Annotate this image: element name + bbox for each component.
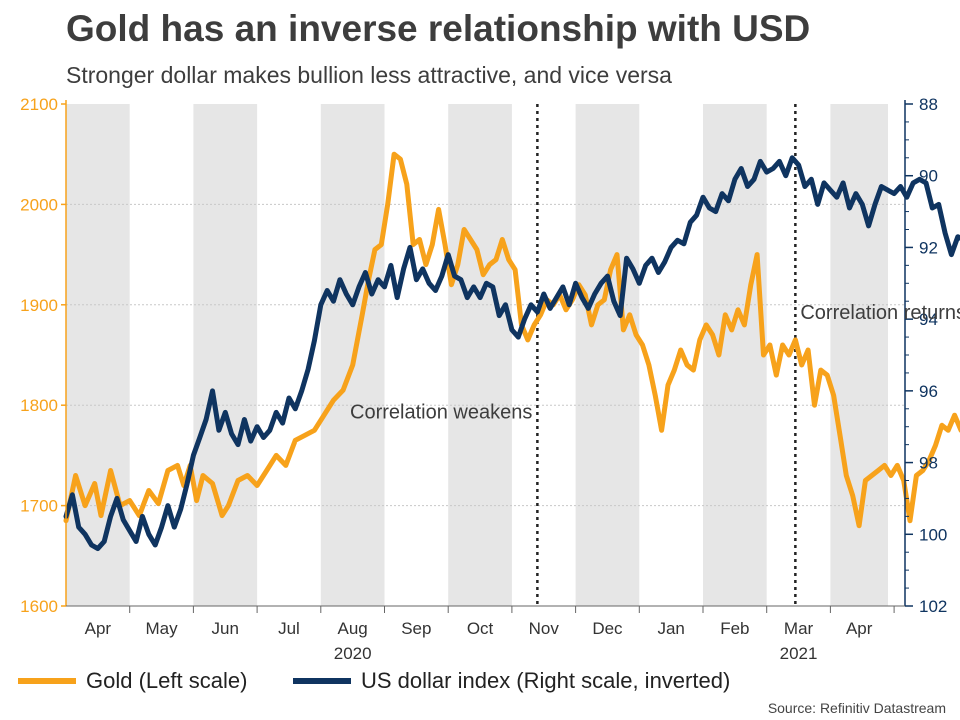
x-axis-month-label: Apr <box>85 619 112 638</box>
annotation-label: Correlation returns <box>800 302 960 324</box>
x-axis-month-label: Apr <box>846 619 873 638</box>
month-band <box>448 104 512 606</box>
chart-subtitle: Stronger dollar makes bullion less attra… <box>66 62 672 88</box>
month-band <box>830 104 888 606</box>
left-axis-tick-label: 2000 <box>20 195 58 214</box>
annotation-label: Correlation weakens <box>350 401 532 423</box>
month-band <box>66 104 130 606</box>
x-axis-month-label: Feb <box>720 619 749 638</box>
legend-label-gold: Gold (Left scale) <box>86 668 248 693</box>
x-axis-month-label: Jan <box>657 619 684 638</box>
source-note: Source: Refinitiv Datastream <box>767 700 946 716</box>
right-axis-tick-label: 102 <box>919 597 947 616</box>
right-axis-tick-label: 98 <box>919 454 938 473</box>
legend-swatch-usd <box>293 678 351 684</box>
legend-item-usd: US dollar index (Right scale, inverted) <box>293 668 730 694</box>
x-axis-month-label: Jun <box>212 619 239 638</box>
right-axis-tick-label: 100 <box>919 525 947 544</box>
x-axis-month-label: Sep <box>401 619 431 638</box>
left-axis-tick-label: 1600 <box>20 597 58 616</box>
right-axis-tick-label: 96 <box>919 382 938 401</box>
month-band <box>193 104 258 606</box>
x-axis-month-label: Mar <box>784 619 814 638</box>
x-axis-month-label: May <box>145 619 178 638</box>
axes: 1600 1700 1800 1900 2000 2100 88 90 92 94 96 98 100 1… <box>20 95 947 663</box>
legend-label-usd: US dollar index (Right scale, inverted) <box>361 668 731 693</box>
x-axis-month-label: Nov <box>529 619 560 638</box>
right-axis-tick-label: 94 <box>919 310 938 329</box>
right-axis-tick-label: 88 <box>919 95 938 114</box>
x-axis-month-label: Dec <box>592 619 623 638</box>
legend-swatch-gold <box>18 678 76 684</box>
left-axis-tick-label: 1900 <box>20 296 58 315</box>
annotations: Correlation weakens Correlation returns <box>350 302 960 423</box>
x-axis-year-label: 2020 <box>334 644 372 663</box>
legend-item-gold: Gold (Left scale) <box>18 668 247 694</box>
x-axis-year-label: 2021 <box>780 644 818 663</box>
chart-title: Gold has an inverse relationship with US… <box>66 8 811 49</box>
left-axis-tick-label: 1800 <box>20 396 58 415</box>
usd-series-line <box>63 155 960 552</box>
x-axis-month-label: Aug <box>338 619 368 638</box>
month-band <box>575 104 640 606</box>
x-axis-month-label: Oct <box>467 619 494 638</box>
left-axis-tick-label: 1700 <box>20 497 58 516</box>
left-axis-tick-label: 2100 <box>20 95 58 114</box>
series-lines <box>63 151 960 552</box>
x-axis-month-label: Jul <box>278 619 300 638</box>
right-axis-tick-label: 90 <box>919 167 938 186</box>
right-axis-tick-label: 92 <box>919 238 938 257</box>
